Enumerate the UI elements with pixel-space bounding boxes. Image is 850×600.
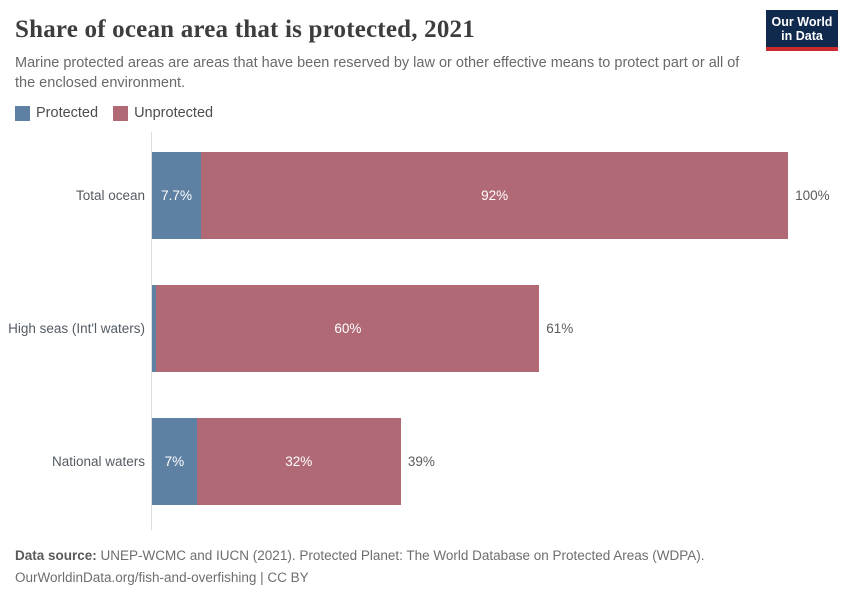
bar-track: 7.7% 92% 100% — [152, 152, 830, 239]
segment-protected: 7.7% — [152, 152, 202, 239]
category-label: National waters — [51, 454, 145, 469]
segment-value-label: 7% — [164, 454, 185, 469]
data-source-label: Data source: — [15, 548, 97, 563]
bar-row-total-ocean: Total ocean 7.7% 92% 100% — [0, 152, 850, 239]
legend: Protected Unprotected — [0, 105, 850, 121]
legend-swatch-unprotected — [113, 105, 129, 121]
legend-swatch-protected — [15, 105, 30, 121]
segment-unprotected: 60% — [156, 285, 540, 372]
legend-item-unprotected: Unprotected — [113, 105, 213, 121]
bar-row-high-seas: High seas (Int'l waters) 60% 61% — [0, 285, 850, 372]
chart-subtitle: Marine protected areas are areas that ha… — [15, 55, 740, 91]
citation-url[interactable]: OurWorldinData.org/fish-and-overfishing … — [15, 570, 309, 585]
bar-total-label: 39% — [407, 454, 435, 469]
page-title: Share of ocean area that is protected, 2… — [15, 16, 475, 43]
legend-item-protected: Protected — [15, 105, 98, 121]
category-label: Total ocean — [75, 188, 145, 203]
bar-chart: Total ocean 7.7% 92% 100% High seas (Int… — [0, 132, 850, 530]
segment-unprotected: 32% — [196, 418, 401, 505]
segment-value-label: 7.7% — [161, 188, 192, 203]
segment-unprotected: 92% — [201, 152, 789, 239]
owid-logo-red-bar — [766, 47, 838, 51]
owid-logo-line1: Our World — [771, 15, 833, 29]
bar-total-label: 100% — [795, 188, 830, 203]
legend-label-unprotected: Unprotected — [134, 105, 214, 121]
segment-value-label: 32% — [285, 454, 313, 469]
bar-track: 7% 32% 39% — [152, 418, 790, 505]
segment-value-label: 60% — [334, 321, 362, 336]
category-label: High seas (Int'l waters) — [8, 321, 145, 336]
bar-track: 60% 61% — [152, 285, 790, 372]
header: Share of ocean area that is protected, 2… — [0, 0, 850, 93]
bar-total-label: 61% — [546, 321, 574, 336]
y-axis-line — [151, 132, 152, 530]
owid-logo-line2: in Data — [781, 29, 823, 43]
segment-protected — [152, 285, 157, 372]
footer: Data source: UNEP-WCMC and IUCN (2021). … — [0, 545, 850, 589]
data-source-line: Data source: UNEP-WCMC and IUCN (2021). … — [15, 545, 850, 567]
owid-logo[interactable]: Our World in Data — [766, 10, 838, 51]
bar-row-national-waters: National waters 7% 32% 39% — [0, 418, 850, 505]
legend-label-protected: Protected — [36, 105, 99, 121]
segment-protected: 7% — [152, 418, 197, 505]
data-source-text: UNEP-WCMC and IUCN (2021). Protected Pla… — [96, 548, 705, 563]
segment-value-label: 92% — [481, 188, 509, 203]
